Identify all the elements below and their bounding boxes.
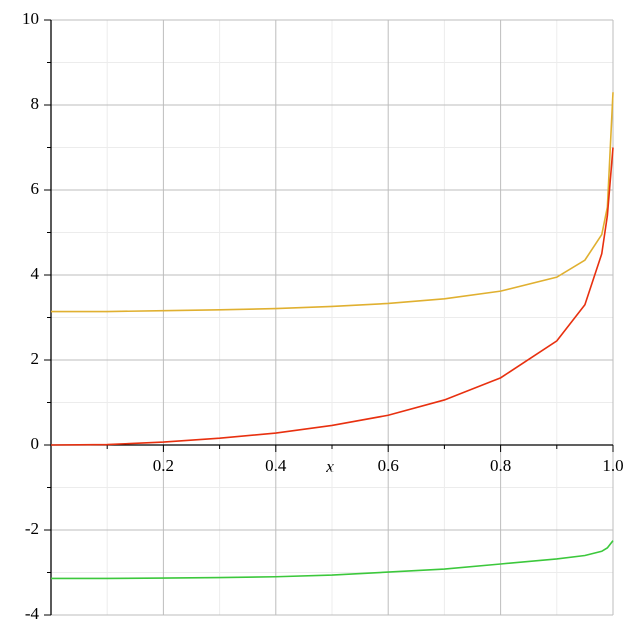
y-tick-label: 10 xyxy=(22,9,39,28)
x-tick-label: 1.0 xyxy=(602,456,623,475)
y-tick-label: 4 xyxy=(31,264,40,283)
y-tick-label: -4 xyxy=(25,604,40,623)
x-tick-label: 0.2 xyxy=(153,456,174,475)
y-tick-label: 0 xyxy=(31,434,40,453)
x-tick-label: 0.6 xyxy=(378,456,399,475)
x-tick-label: 0.4 xyxy=(265,456,287,475)
line-series xyxy=(51,540,614,580)
line-series xyxy=(50,147,614,446)
y-tick-label: 2 xyxy=(31,349,40,368)
x-axis-label: x xyxy=(325,457,334,476)
y-tick-label: 6 xyxy=(31,179,40,198)
y-tick-label: -2 xyxy=(25,519,39,538)
y-tick-label: 8 xyxy=(31,94,40,113)
line-series xyxy=(51,92,614,313)
x-tick-label: 0.8 xyxy=(490,456,511,475)
